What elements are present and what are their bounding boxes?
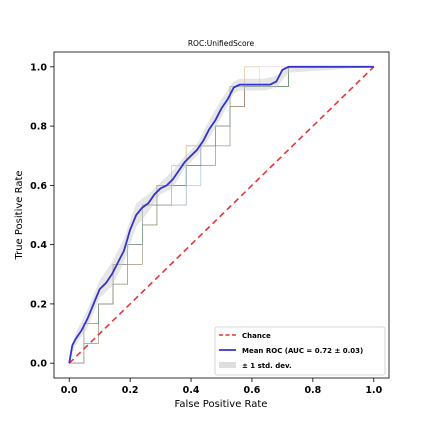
y-tick-label: 0.8 (30, 122, 47, 133)
plot-area (53, 51, 390, 379)
legend-std-label: ± 1 std. dev. (242, 362, 292, 370)
y-tick-label: 0.0 (30, 359, 47, 370)
fold-roc-curve (69, 66, 374, 364)
legend-chance-label: Chance (242, 332, 271, 340)
fold-roc-curve (69, 66, 374, 364)
x-axis-label: False Positive Rate (175, 399, 268, 410)
y-tick-label: 0.6 (30, 181, 47, 192)
fold-roc-curve (69, 66, 374, 364)
y-tick-label: 0.4 (30, 240, 47, 251)
plot-frame (53, 51, 390, 379)
x-tick-label: 0.2 (122, 385, 139, 396)
y-tick-label: 1.0 (30, 62, 47, 73)
fold-roc-curve (69, 66, 374, 364)
chart-title: ROC:UnifiedScore (188, 39, 255, 48)
legend-std-swatch (219, 362, 236, 368)
x-tick-label: 1.0 (365, 385, 382, 396)
x-tick-label: 0.6 (244, 385, 261, 396)
fold-roc-curve (69, 66, 374, 364)
fold-roc-curve (69, 66, 374, 364)
x-tick-label: 0.0 (61, 385, 78, 396)
y-axis-ticks: 0.0 0.2 0.4 0.6 0.8 1.0 (30, 62, 54, 370)
x-tick-label: 0.8 (304, 385, 321, 396)
mean-roc-line (68, 65, 374, 364)
fold-roc-curve (69, 66, 374, 364)
y-axis-label: True Positive Rate (14, 170, 25, 260)
x-tick-label: 0.4 (183, 385, 200, 396)
fold-curves (69, 66, 374, 364)
chance-line (68, 66, 375, 364)
fold-roc-curve (69, 66, 374, 364)
legend-box (214, 326, 386, 376)
fold-roc-curve (69, 66, 374, 364)
legend-mean-label: Mean ROC (AUC = 0.72 ± 0.03) (242, 347, 363, 355)
x-axis-ticks: 0.0 0.2 0.4 0.6 0.8 1.0 (61, 378, 383, 396)
y-tick-label: 0.2 (30, 299, 47, 310)
legend: Chance Mean ROC (AUC = 0.72 ± 0.03) ± 1 … (214, 326, 386, 376)
fold-roc-curve (69, 66, 374, 364)
